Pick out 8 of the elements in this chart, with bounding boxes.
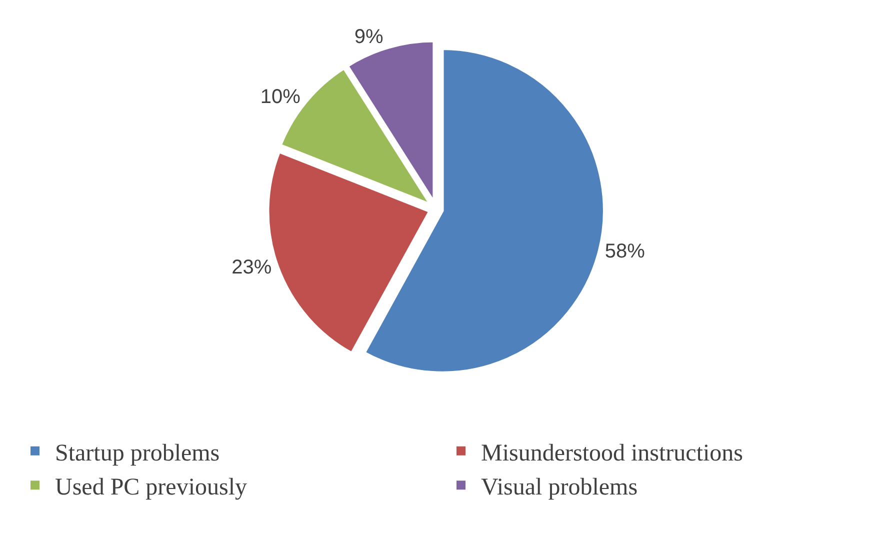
data-label: 9% bbox=[354, 26, 384, 48]
legend-label: Startup problems bbox=[55, 440, 220, 466]
legend-label: Used PC previously bbox=[55, 474, 247, 500]
legend-label: Visual problems bbox=[481, 474, 638, 500]
legend-label: Misunderstood instructions bbox=[481, 440, 743, 466]
data-label: 10% bbox=[260, 86, 301, 108]
data-label: 58% bbox=[604, 240, 646, 263]
data-label: 23% bbox=[232, 256, 272, 278]
